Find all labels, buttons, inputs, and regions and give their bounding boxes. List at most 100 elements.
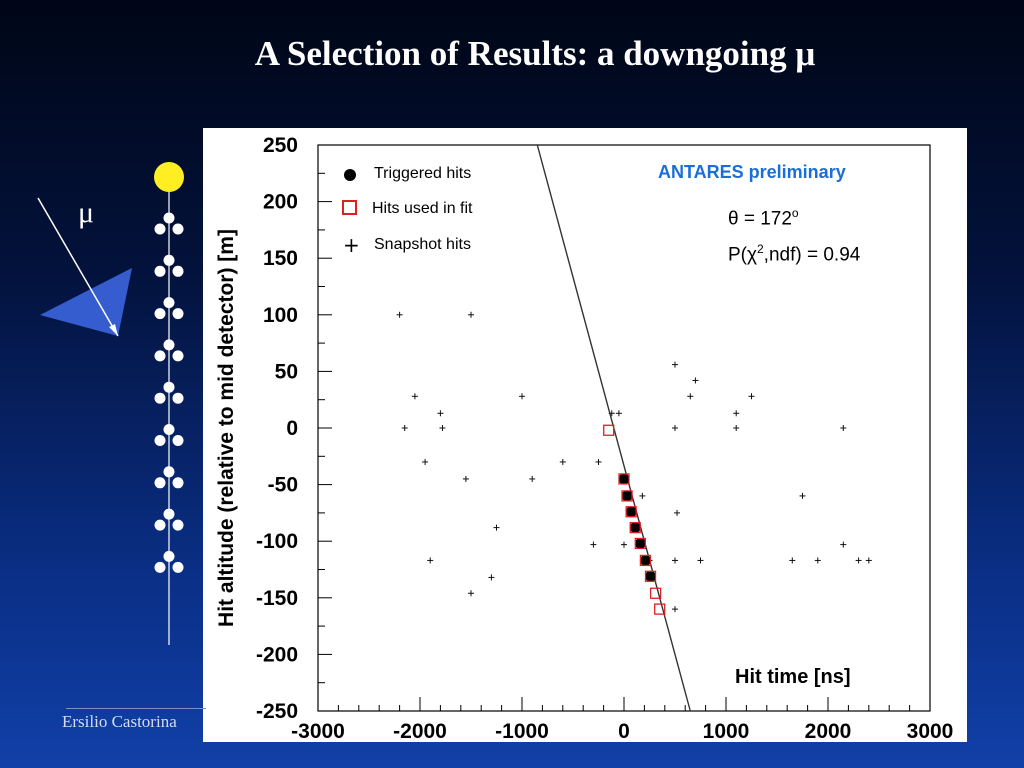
snapshot-hit	[396, 311, 403, 318]
optical-module	[154, 477, 166, 489]
axis-ticks	[317, 144, 931, 712]
triggered-hit	[629, 522, 641, 534]
optical-modules	[154, 212, 184, 573]
fit-probability-annotation: P(χ2,ndf) = 0.94	[728, 242, 861, 266]
snapshot-hit	[595, 458, 602, 465]
muon-arrowhead	[109, 324, 118, 336]
optical-module	[172, 308, 184, 320]
optical-module	[172, 477, 184, 489]
optical-module	[163, 339, 175, 351]
snapshot-hit	[840, 541, 847, 548]
triggered-hit	[634, 537, 646, 549]
snapshot-hit	[697, 557, 704, 564]
fit-hit	[603, 424, 615, 436]
footer-divider	[66, 708, 206, 709]
legend-fit-label: Hits used in fit	[372, 200, 473, 217]
optical-module	[154, 519, 166, 531]
y-tick-label: 0	[286, 417, 298, 440]
optical-module	[172, 392, 184, 404]
legend-fit-marker	[342, 200, 357, 215]
snapshot-hit	[799, 492, 806, 499]
x-tick-label: 1000	[703, 720, 750, 742]
snapshot-hit	[615, 410, 622, 417]
snapshot-hit	[401, 425, 408, 431]
optical-module	[172, 519, 184, 531]
triggered-hit	[618, 473, 630, 485]
fit-hit	[654, 603, 666, 615]
snapshot-hit	[411, 393, 418, 400]
snapshot-hit	[672, 425, 678, 431]
legend-triggered-label: Triggered hits	[374, 165, 471, 182]
y-tick-label: 150	[263, 247, 298, 270]
optical-module	[163, 550, 175, 562]
snapshot-hit	[692, 377, 699, 384]
optical-module	[172, 435, 184, 446]
snapshot-hit	[621, 541, 627, 548]
snapshot-hit	[639, 492, 646, 499]
optical-module	[163, 424, 175, 435]
legend-triggered-marker	[344, 169, 356, 181]
snapshot-hit	[672, 606, 678, 613]
muon-label: μ	[78, 196, 95, 229]
optical-module	[163, 508, 175, 520]
y-tick-label: -200	[256, 643, 298, 666]
triggered-hit	[639, 554, 651, 566]
optical-module	[172, 350, 184, 362]
x-axis-label: Hit time [ns]	[735, 666, 851, 688]
fit-hit	[644, 570, 657, 582]
triggered-hit	[621, 490, 633, 502]
y-tick-label: -150	[256, 587, 298, 610]
plot-panel: -250 -200 -150 -100 -50 0 50 100 150 200 250 -3000 -…	[203, 128, 967, 742]
y-tick-label: 250	[263, 134, 298, 157]
snapshot-hit	[462, 475, 469, 482]
snapshot-hit	[493, 524, 500, 531]
snapshot-hit	[733, 425, 740, 431]
optical-module	[154, 392, 166, 404]
optical-module	[172, 561, 184, 573]
fit-hit	[629, 521, 641, 534]
fit-hit	[639, 554, 652, 567]
snapshot-hit	[855, 557, 862, 564]
triggered-hits	[618, 473, 657, 582]
snapshot-hit	[674, 509, 681, 516]
y-tick-label: -50	[268, 474, 298, 497]
snapshot-hit	[840, 425, 847, 431]
optical-module	[154, 350, 166, 362]
optical-module	[154, 308, 166, 320]
cherenkov-light-cone	[40, 268, 132, 336]
triggered-hit	[645, 570, 657, 582]
snapshot-hit	[672, 557, 678, 564]
y-tick-label: 200	[263, 191, 298, 214]
x-tick-label: 3000	[907, 720, 954, 742]
optical-module	[163, 297, 175, 309]
x-tick-label: -3000	[291, 720, 345, 742]
snapshot-hit	[422, 458, 429, 465]
snapshot-hit	[608, 410, 615, 417]
snapshot-hit	[559, 458, 566, 465]
snapshot-hit	[529, 475, 536, 482]
snapshot-hit	[814, 557, 821, 564]
fit-hit	[621, 490, 633, 502]
detector-string-diagram	[37, 162, 184, 645]
snapshot-hit	[590, 541, 597, 548]
snapshot-hit	[427, 557, 434, 564]
y-tick-label: -250	[256, 700, 298, 723]
zenith-angle-annotation: θ = 172o	[728, 206, 799, 230]
x-tick-label: 2000	[805, 720, 852, 742]
snapshot-hits	[396, 311, 872, 613]
fit-hit	[649, 587, 662, 599]
x-tick-label: 0	[618, 720, 630, 742]
optical-module	[154, 435, 166, 446]
footer-author: Ersilio Castorina	[62, 712, 177, 731]
optical-module	[163, 381, 175, 393]
top-optical-module	[154, 162, 184, 192]
snapshot-hit	[488, 574, 495, 581]
optical-module	[163, 254, 175, 266]
fit-hits	[603, 424, 666, 615]
optical-module	[154, 265, 166, 277]
x-tick-label: -1000	[495, 720, 549, 742]
y-axis-label: Hit altitude (relative to mid detector) …	[215, 229, 238, 627]
slide-title: A Selection of Results: a downgoing μ	[254, 34, 816, 73]
optical-module	[163, 212, 175, 224]
legend-snapshot-label: Snapshot hits	[374, 236, 471, 253]
